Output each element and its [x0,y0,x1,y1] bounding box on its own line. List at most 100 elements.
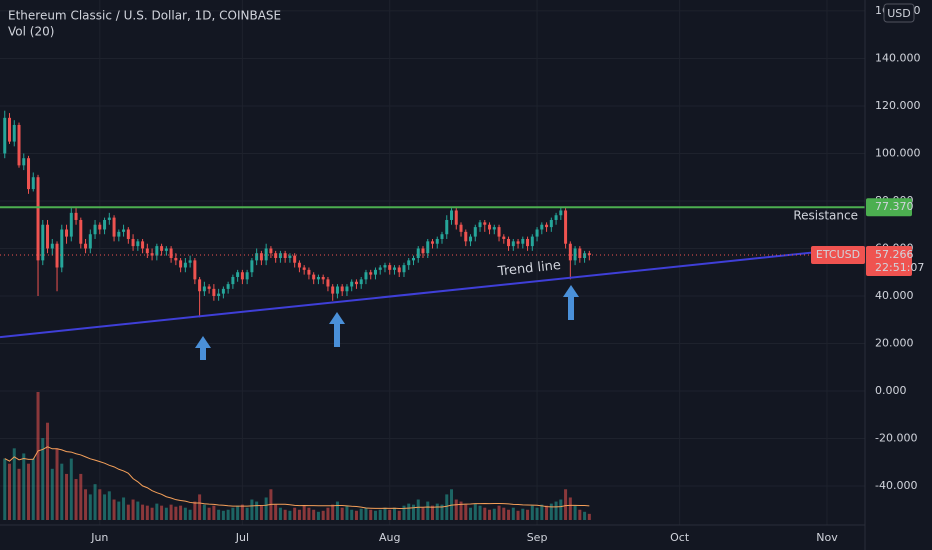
candle-body [407,260,411,266]
candle-body [36,177,40,261]
candle-body [183,262,187,268]
candle-body [12,124,16,142]
volume-bar [307,507,311,520]
candle-body [141,241,145,249]
volume-bar [79,473,83,520]
candle-body [112,217,116,237]
volume-bar [27,463,31,520]
candle-body [454,210,458,225]
volume-bar [250,499,254,520]
candle-body [540,224,544,230]
candle-body [378,267,382,270]
candle-body [155,246,159,256]
x-tick-label: Jun [90,531,108,544]
candle-body [31,177,35,190]
last-price-badge [866,245,912,276]
candle-body [245,272,249,280]
candle-body [50,243,54,249]
candle-body [587,253,591,255]
candle-body [259,253,263,261]
volume-bar [316,511,320,520]
candle-body [240,272,244,280]
candle-body [88,234,92,249]
volume-bar [526,509,530,520]
candle-body [3,117,7,154]
candle-body [526,238,530,247]
volume-bar [364,507,368,520]
countdown-label: 22:51:07 [875,261,924,274]
volume-bar [397,510,401,520]
volume-bar [545,505,549,520]
x-tick-label: Nov [816,531,838,544]
volume-bar [98,489,102,520]
candle-body [373,269,377,275]
candle-body [516,241,520,244]
candle-body [307,269,311,275]
volume-bar [483,507,487,520]
volume-bar [12,448,16,520]
volume-bar [3,458,7,520]
candle-body [530,236,534,247]
volume-bar [41,438,45,520]
candle-body [426,241,430,254]
candle-body [84,243,88,249]
candle-body [326,279,330,287]
candle-body [445,219,449,235]
volume-bar [473,503,477,520]
volume-bar [55,448,59,520]
chart-title: Ethereum Classic / U.S. Dollar, 1D, COIN… [8,9,281,23]
arrow [195,336,211,360]
candle-body [221,288,225,294]
volume-bar [402,505,406,520]
candle-body [568,243,572,261]
volume-bar [331,504,335,520]
volume-bar [112,499,116,520]
candle-body [212,288,216,296]
volume-bar [521,508,525,520]
y-tick-label: 20.000 [875,337,914,350]
volume-bar [293,507,297,520]
volume-bar [302,505,306,520]
currency-badge[interactable] [883,3,915,23]
volume-bar [136,501,140,520]
volume-bar [122,497,126,520]
candle-body [478,222,482,228]
candle-body [578,248,582,258]
candle-body [335,286,339,294]
trend-line-text: Trend line [496,258,561,280]
volume-bar [583,511,587,520]
volume-bar [578,509,582,520]
candle-body [431,241,434,244]
candle-body [93,224,97,235]
candle-body [507,238,511,247]
candle-body [122,229,126,232]
candle-body [150,253,154,256]
candle-body [483,222,487,225]
volume-bar [36,392,40,520]
candles [3,110,591,318]
volume-bar [283,509,287,520]
candle-body [226,284,230,289]
volume-pane [3,392,591,520]
candle-body [464,231,468,242]
candle-body [236,272,240,277]
volume-bar [464,504,468,520]
candle-body [250,260,254,273]
indicator-label: Vol (20) [8,25,54,39]
candle-body [364,272,368,280]
volume-bar [421,507,425,520]
volume-bar [488,509,492,520]
resistance-badge [866,198,912,217]
candle-body [22,158,26,166]
candle-body [369,272,373,275]
volume-bar [378,509,382,520]
candle-body [27,158,31,190]
volume-bar [60,463,64,520]
volume-bar [245,507,249,520]
volume-bar [22,453,26,520]
volume-ma-line [4,446,590,510]
volume-bar [31,458,35,520]
currency-label[interactable]: USD [887,7,911,20]
candle-body [492,227,496,230]
